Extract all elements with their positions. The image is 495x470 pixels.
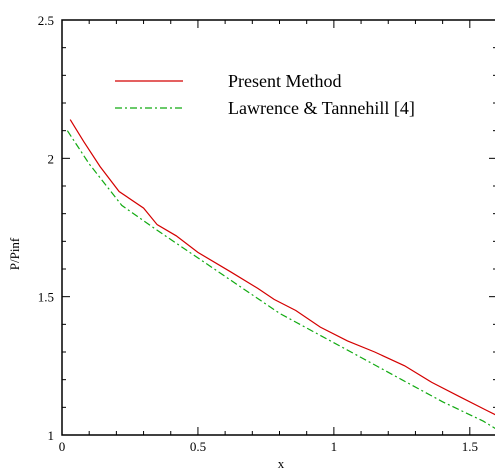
series-line-lawrence-tannehill — [66, 130, 495, 429]
x-tick-label: 1.5 — [462, 439, 478, 454]
axis-tick-labels: 0 0.5 1 1.5 1 1.5 2 2.5 — [38, 13, 478, 454]
series-line-present-method — [69, 119, 495, 416]
y-tick-label: 2.5 — [38, 13, 54, 28]
y-tick-label: 1 — [48, 428, 55, 443]
legend-label-lawrence-tannehill: Lawrence & Tannehill [4] — [228, 98, 415, 118]
y-tick-label: 1.5 — [38, 290, 54, 305]
y-axis-label: P/Pinf — [7, 237, 22, 270]
x-axis-label: x — [278, 456, 285, 470]
y-tick-label: 2 — [48, 151, 55, 166]
x-tick-label: 0.5 — [190, 439, 206, 454]
x-tick-label: 1 — [331, 439, 338, 454]
axis-ticks — [61, 19, 495, 436]
x-tick-label: 0 — [59, 439, 66, 454]
legend-label-present-method: Present Method — [228, 71, 341, 91]
series-layer — [66, 119, 495, 429]
legend: Present Method Lawrence & Tannehill [4] — [115, 71, 415, 118]
